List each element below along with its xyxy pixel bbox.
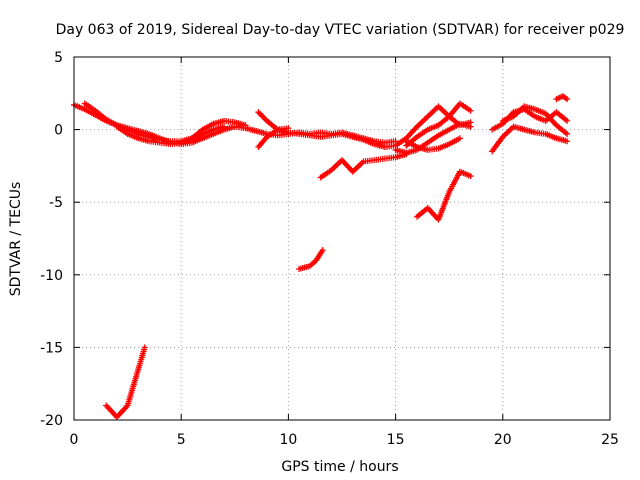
x-axis-label: GPS time / hours (281, 459, 398, 475)
series-track-l (296, 247, 326, 272)
x-tick-label: 15 (387, 432, 405, 448)
x-tick-label: 10 (279, 432, 297, 448)
data-point (467, 107, 474, 114)
data-point (141, 344, 148, 351)
data-points (71, 93, 571, 421)
y-tick-label: -15 (40, 340, 63, 356)
data-point (403, 151, 410, 158)
data-point (199, 133, 206, 140)
series-track-d (188, 117, 249, 142)
x-tick-label: 20 (494, 432, 512, 448)
series-track-f (255, 125, 292, 151)
y-tick-label: -10 (40, 268, 63, 284)
x-tick-label: 0 (70, 432, 79, 448)
series-track-j (317, 151, 410, 181)
x-tick-label: 5 (177, 432, 186, 448)
data-point (467, 173, 474, 180)
data-point (467, 123, 474, 130)
y-tick-label: 5 (54, 50, 63, 66)
series-track-o (489, 123, 571, 155)
series-track-k (414, 168, 474, 223)
data-point (285, 125, 292, 132)
data-point (319, 247, 326, 254)
x-tick-label: 25 (601, 432, 619, 448)
axis-ticks: 0 5 10 15 20 25 5 0 -5 -10 -15 -20 (40, 50, 619, 448)
y-tick-label: -20 (40, 413, 63, 429)
data-point (221, 123, 228, 130)
data-point (242, 122, 249, 129)
data-point (564, 138, 571, 145)
y-tick-label: 0 (54, 123, 63, 139)
data-point (564, 96, 571, 103)
y-tick-label: -5 (49, 195, 63, 211)
data-point (564, 117, 571, 124)
data-point (564, 130, 571, 137)
series-track-q (553, 93, 571, 103)
data-point (456, 135, 463, 142)
chart-title: Day 063 of 2019, Sidereal Day-to-day VTE… (56, 22, 625, 38)
series-track-i (403, 135, 463, 153)
series-track-m (103, 344, 148, 421)
y-axis-label: SDTVAR / TECUs (8, 182, 24, 297)
plot-frame (73, 56, 611, 421)
series-track-p (499, 103, 571, 137)
